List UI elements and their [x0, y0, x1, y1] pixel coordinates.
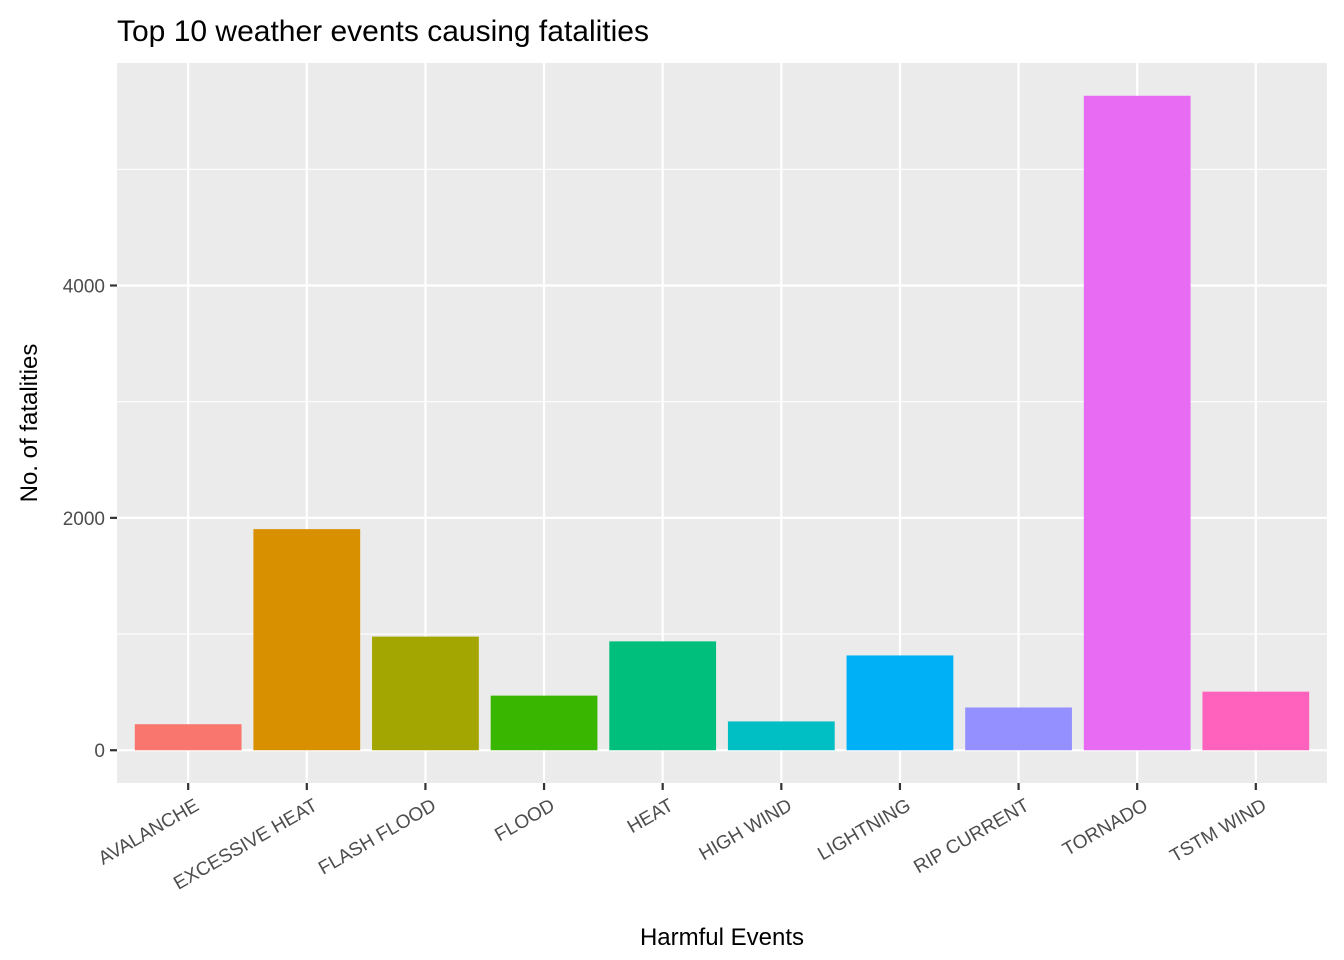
x-tick-label: HEAT [624, 795, 678, 838]
bar-avalanche [134, 724, 242, 751]
y-axis-title: No. of fatalities [16, 344, 43, 503]
bar-high-wind [727, 721, 835, 751]
bar-flood [490, 695, 598, 751]
bars [134, 95, 1310, 751]
chart-title: Top 10 weather events causing fatalities [117, 15, 649, 48]
x-tick-label: HIGH WIND [696, 795, 796, 865]
y-tick-label: 2000 [63, 509, 105, 530]
y-tick-label: 0 [94, 741, 105, 762]
bar-tstm-wind [1202, 691, 1310, 751]
y-tick-label: 4000 [63, 276, 105, 297]
y-axis: 0 2000 4000 [63, 276, 117, 762]
bar-excessive-heat [253, 529, 361, 751]
x-tick-label: FLASH FLOOD [315, 795, 440, 879]
bar-tornado [1083, 95, 1191, 751]
bar-lightning [846, 655, 954, 751]
x-tick-label: RIP CURRENT [910, 795, 1033, 878]
x-tick-label: TSTM WIND [1167, 795, 1271, 867]
bar-heat [609, 641, 717, 751]
bar-rip-current [965, 707, 1072, 751]
bar-flash-flood [372, 636, 479, 751]
x-tick-label: FLOOD [491, 795, 558, 846]
x-tick-label: LIGHTNING [814, 795, 914, 865]
x-axis-title: Harmful Events [640, 924, 804, 951]
x-tick-label: AVALANCHE [95, 795, 203, 869]
x-tick-label: TORNADO [1059, 795, 1151, 861]
